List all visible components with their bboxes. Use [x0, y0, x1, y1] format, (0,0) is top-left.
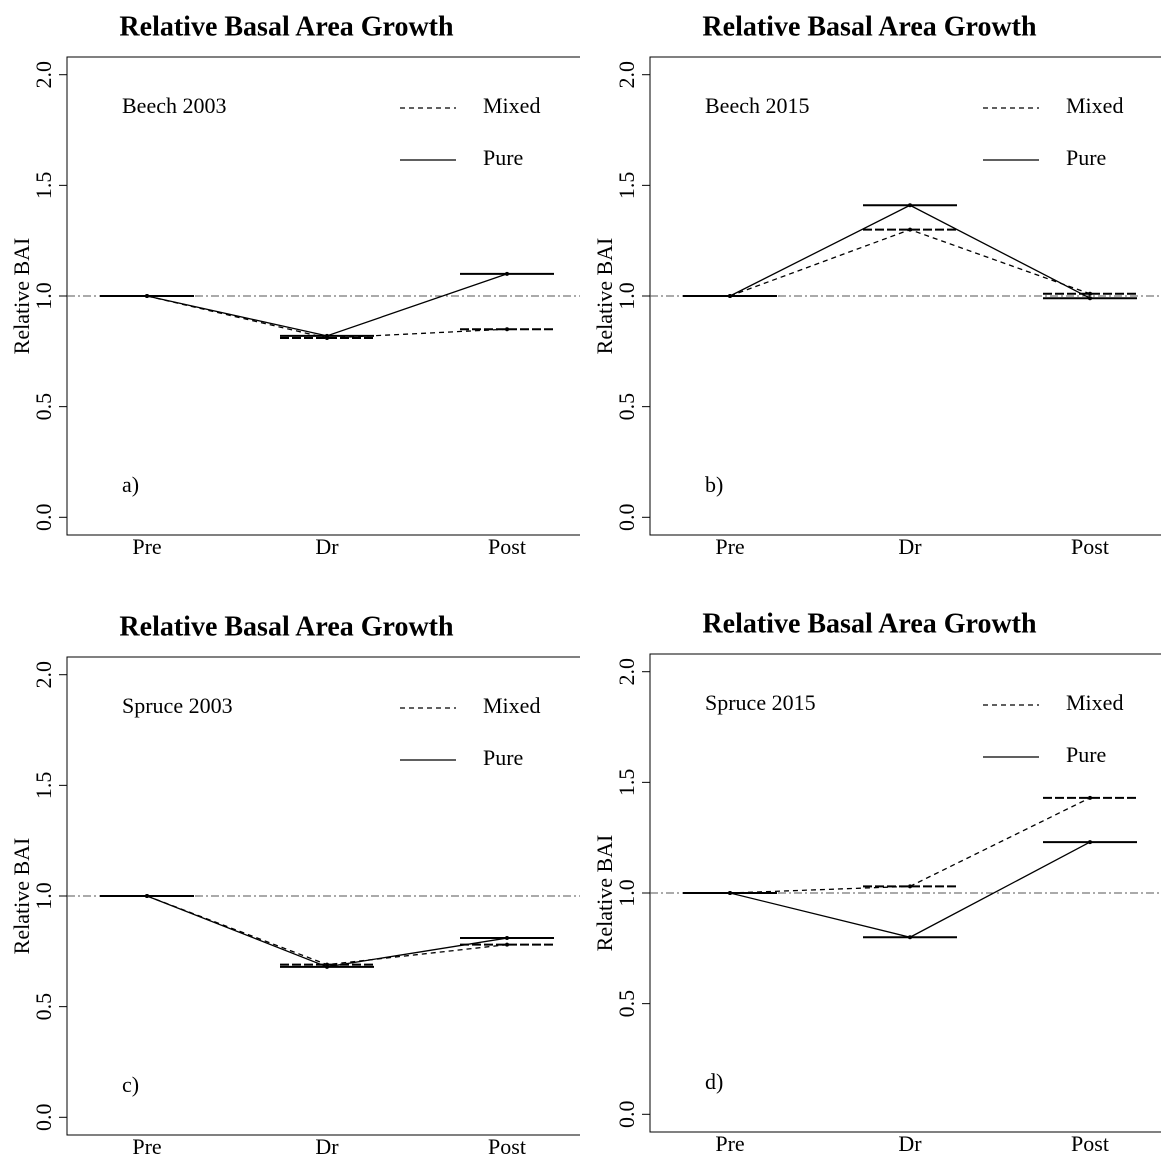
point [505, 936, 509, 941]
annotation: Beech 2015 [705, 93, 809, 118]
series-line [729, 797, 1091, 894]
point [145, 894, 149, 898]
y-tick-label: 2.0 [614, 658, 639, 686]
point [505, 942, 509, 947]
y-tick-label: 2.0 [31, 61, 56, 89]
annotation: Spruce 2003 [122, 693, 233, 718]
y-tick-label: 0.5 [614, 990, 639, 1018]
point [1088, 296, 1092, 301]
point [505, 271, 509, 276]
legend-label: Mixed [483, 93, 540, 118]
legend-label: Mixed [1066, 93, 1123, 118]
y-tick-label: 1.0 [31, 282, 56, 310]
y-tick-label: 0.0 [614, 504, 639, 532]
point [908, 935, 912, 940]
x-tick-label: Pre [132, 1134, 161, 1157]
y-tick-label: 0.0 [31, 1104, 56, 1132]
point [325, 964, 329, 969]
y-axis-label: Relative BAI [9, 238, 34, 355]
annotation: Beech 2003 [122, 93, 226, 118]
y-tick-label: 0.5 [614, 393, 639, 421]
series-line [146, 295, 508, 339]
legend-label: Mixed [1066, 690, 1123, 715]
x-tick-label: Pre [715, 1131, 744, 1156]
y-tick-label: 2.0 [31, 661, 56, 689]
y-tick-label: 0.5 [31, 993, 56, 1021]
point [908, 203, 912, 208]
x-tick-label: Post [488, 534, 526, 559]
panel: Relative Basal Area Growth 0.0 0.5 1.0 1.5 2.… [9, 611, 580, 1157]
x-tick-label: Post [1071, 1131, 1109, 1156]
x-tick-label: Dr [315, 534, 339, 559]
annotation: Spruce 2015 [705, 690, 816, 715]
legend-label: Pure [483, 745, 523, 770]
panel-label: d) [705, 1069, 723, 1094]
point [1088, 795, 1092, 800]
chart-title: Relative Basal Area Growth [702, 11, 1037, 42]
point [1088, 291, 1092, 296]
y-tick-label: 1.0 [31, 882, 56, 910]
y-tick-label: 0.5 [31, 393, 56, 421]
series-line [729, 204, 1091, 299]
point [908, 227, 912, 232]
panel-label: c) [122, 1072, 139, 1097]
chart-title: Relative Basal Area Growth [119, 611, 454, 642]
panel-label: a) [122, 472, 139, 497]
chart-title: Relative Basal Area Growth [119, 11, 454, 42]
y-tick-label: 1.5 [614, 172, 639, 200]
x-tick-label: Pre [132, 534, 161, 559]
panel: Relative Basal Area Growth 0.0 0.5 1.0 1.5 2.… [9, 11, 580, 559]
x-tick-label: Post [488, 1134, 526, 1157]
x-tick-label: Pre [715, 534, 744, 559]
legend-label: Mixed [483, 693, 540, 718]
legend-label: Pure [1066, 742, 1106, 767]
x-tick-label: Dr [898, 1131, 922, 1156]
legend-label: Pure [1066, 145, 1106, 170]
point [325, 333, 329, 338]
legend-label: Pure [483, 145, 523, 170]
x-tick-label: Dr [898, 534, 922, 559]
point [505, 327, 509, 332]
x-tick-label: Dr [315, 1134, 339, 1157]
chart-title: Relative Basal Area Growth [702, 608, 1037, 639]
series-line [146, 895, 508, 966]
y-axis-label: Relative BAI [9, 838, 34, 955]
point [1088, 840, 1092, 845]
series-line [729, 228, 1091, 297]
point [145, 294, 149, 298]
y-tick-label: 2.0 [614, 61, 639, 89]
y-tick-label: 0.0 [614, 1101, 639, 1129]
y-tick-label: 1.0 [614, 879, 639, 907]
panel-label: b) [705, 472, 723, 497]
y-axis-label: Relative BAI [592, 238, 617, 355]
point [908, 884, 912, 889]
series-line [729, 841, 1091, 938]
y-tick-label: 0.0 [31, 504, 56, 532]
panel: Relative Basal Area Growth 0.0 0.5 1.0 1.5 2.… [592, 608, 1161, 1156]
y-tick-label: 1.0 [614, 282, 639, 310]
y-axis-label: Relative BAI [592, 835, 617, 952]
point [728, 891, 732, 895]
y-tick-label: 1.5 [31, 172, 56, 200]
x-tick-label: Post [1071, 534, 1109, 559]
series-line [146, 895, 508, 968]
y-tick-label: 1.5 [31, 772, 56, 800]
point [728, 294, 732, 298]
panel: Relative Basal Area Growth 0.0 0.5 1.0 1.5 2.… [592, 11, 1161, 559]
series-line [146, 273, 508, 337]
y-tick-label: 1.5 [614, 769, 639, 797]
